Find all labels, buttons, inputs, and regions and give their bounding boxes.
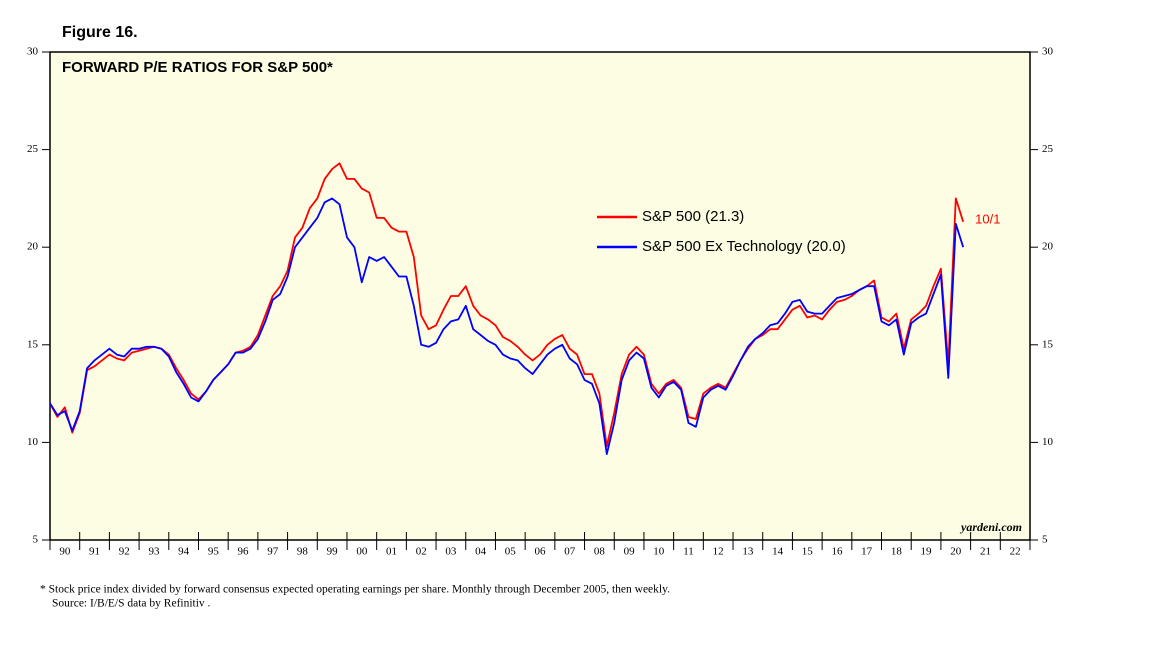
series-line: [49, 197, 965, 455]
x-tick-label: 96: [238, 546, 250, 558]
x-tick-label: 11: [683, 546, 694, 558]
x-tick-label: 93: [148, 546, 160, 558]
x-tick-label: 17: [861, 546, 873, 558]
x-tick-label: 10: [653, 546, 665, 558]
plot-layer: 5 5 10 10 15 15 20 20 25 25 30 30 90 91 92 93 94 95 96 97 98…: [27, 46, 1054, 558]
x-tick-label: 04: [475, 546, 487, 558]
x-tick-label: 19: [921, 546, 933, 558]
source: Source: I/B/E/S data by Refinitiv .: [52, 598, 211, 610]
plot-area: [49, 51, 1031, 541]
y2-tick-label: 20: [1042, 241, 1054, 253]
x-tick-label: 14: [772, 546, 784, 558]
y-tick-label: 30: [27, 46, 39, 58]
x-tick-label: 16: [831, 546, 843, 558]
x-tick-label: 92: [119, 546, 130, 558]
x-tick-label: 02: [416, 546, 427, 558]
y-tick-label: 20: [27, 241, 39, 253]
x-tick-label: 12: [713, 546, 724, 558]
x-tick-label: 09: [624, 546, 636, 558]
annotation: 10/1: [975, 211, 1000, 226]
x-tick-label: 20: [950, 546, 962, 558]
figure-label: Figure 16.: [62, 24, 138, 41]
x-tick-label: 13: [742, 546, 754, 558]
x-tick-label: 98: [297, 546, 309, 558]
x-tick-label: 97: [267, 546, 279, 558]
x-tick-label: 00: [356, 546, 368, 558]
x-tick-label: 22: [1010, 546, 1021, 558]
x-tick-label: 06: [535, 546, 547, 558]
y2-tick-label: 25: [1042, 143, 1054, 155]
legend-label: S&P 500 Ex Technology (20.0): [642, 238, 846, 255]
x-tick-label: 95: [208, 546, 220, 558]
x-tick-label: 91: [89, 546, 100, 558]
x-tick-label: 90: [59, 546, 71, 558]
y-tick-label: 25: [27, 143, 39, 155]
y2-tick-label: 5: [1042, 534, 1048, 546]
x-tick-label: 99: [327, 546, 339, 558]
y-tick-label: 15: [27, 338, 39, 350]
x-tick-label: 08: [594, 546, 606, 558]
y2-tick-label: 10: [1042, 436, 1054, 448]
x-tick-label: 01: [386, 546, 397, 558]
x-tick-label: 15: [802, 546, 814, 558]
x-tick-label: 18: [891, 546, 903, 558]
y2-tick-label: 15: [1042, 338, 1054, 350]
y2-tick-label: 30: [1042, 46, 1054, 58]
x-tick-label: 05: [505, 546, 517, 558]
x-tick-label: 21: [980, 546, 991, 558]
source-mark: yardeni.com: [959, 520, 1022, 534]
x-tick-label: 94: [178, 546, 190, 558]
legend-label: S&P 500 (21.3): [642, 208, 744, 225]
x-tick-label: 07: [564, 546, 576, 558]
x-tick-label: 03: [445, 546, 457, 558]
chart-title: FORWARD P/E RATIOS FOR S&P 500*: [62, 59, 333, 76]
y-tick-label: 10: [27, 436, 39, 448]
y-tick-label: 5: [33, 534, 39, 546]
footnote: * Stock price index divided by forward c…: [40, 584, 670, 596]
